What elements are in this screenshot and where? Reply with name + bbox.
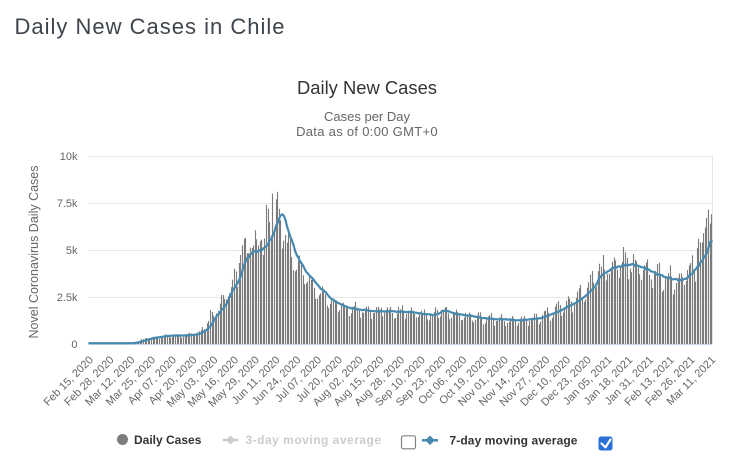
svg-text:Daily New Cases in Chile: Daily New Cases in Chile	[15, 14, 286, 39]
svg-text:5k: 5k	[66, 245, 78, 257]
svg-text:7.5k: 7.5k	[57, 198, 78, 210]
svg-text:0: 0	[71, 339, 77, 351]
svg-text:Novel Coronavirus Daily Cases: Novel Coronavirus Daily Cases	[27, 166, 41, 339]
svg-text:7-day moving average: 7-day moving average	[450, 434, 578, 448]
svg-text:10k: 10k	[60, 151, 78, 163]
svg-text:Daily New Cases: Daily New Cases	[297, 77, 437, 98]
svg-text:Data as of 0:00 GMT+0: Data as of 0:00 GMT+0	[296, 124, 438, 139]
svg-text:2.5k: 2.5k	[57, 292, 78, 304]
svg-text:3-day moving average: 3-day moving average	[246, 433, 382, 447]
svg-text:Cases per Day: Cases per Day	[324, 109, 410, 124]
svg-text:Daily Cases: Daily Cases	[134, 433, 202, 447]
